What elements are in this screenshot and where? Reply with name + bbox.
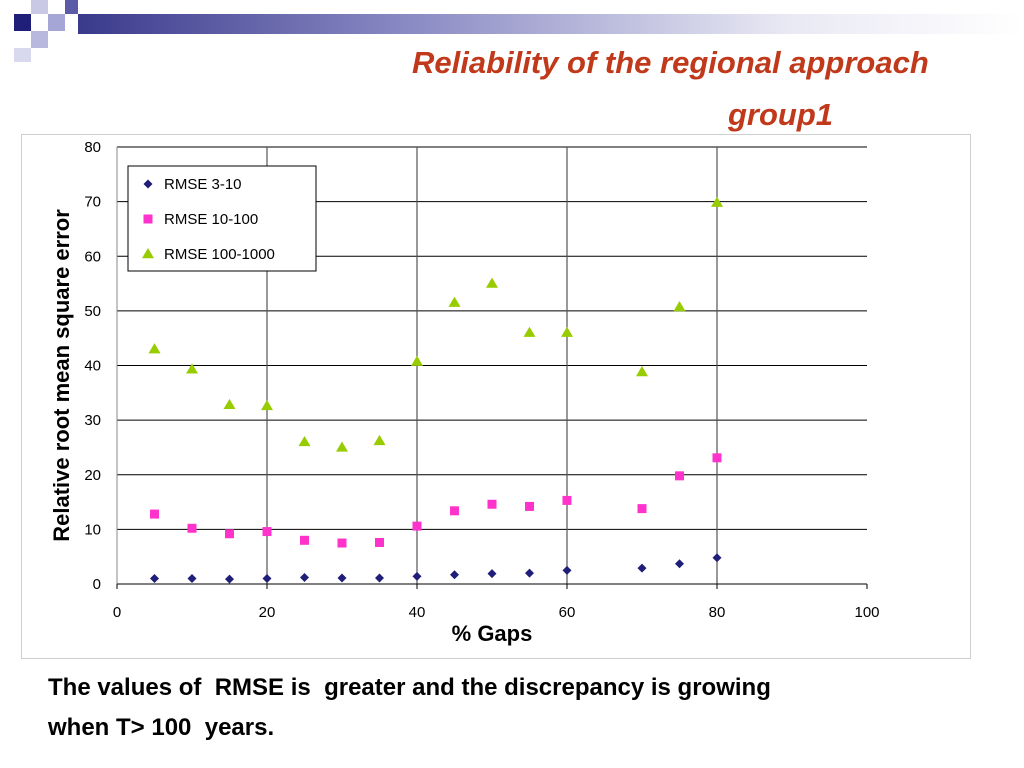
- data-point-square: [375, 537, 384, 547]
- data-point-square: [675, 471, 684, 481]
- x-tick-label: 100: [854, 604, 879, 621]
- data-point-square: [450, 506, 459, 516]
- data-point-square: [225, 529, 234, 539]
- data-point-diamond: [412, 571, 422, 581]
- data-point-triangle: [261, 399, 273, 411]
- y-tick-label: 0: [93, 576, 101, 593]
- data-point-diamond: [187, 574, 197, 584]
- data-point-triangle: [448, 296, 461, 307]
- data-point-triangle: [373, 434, 386, 446]
- data-point-diamond: [150, 574, 159, 584]
- deco-square-lavender: [14, 48, 31, 62]
- data-point-triangle: [486, 277, 498, 288]
- chart-frame: 0 10 20 30 40 50 60 70 80 0 20 40 60 80 100 % Gaps Relat…: [21, 134, 971, 659]
- data-point-square: [300, 535, 309, 545]
- data-point-triangle: [223, 398, 236, 410]
- data-point-triangle: [336, 441, 348, 452]
- deco-square-lavender: [31, 0, 48, 14]
- data-point-triangle: [636, 366, 648, 377]
- deco-square-navy: [14, 14, 31, 31]
- data-point-square: [262, 527, 272, 537]
- data-point-triangle: [561, 326, 573, 337]
- slide-title-line1: Reliability of the regional approach: [412, 45, 929, 80]
- data-point-square: [150, 509, 159, 519]
- data-point-triangle: [411, 355, 423, 366]
- y-axis-title: Relative root mean square error: [49, 209, 74, 542]
- y-tick-label: 20: [84, 467, 101, 484]
- x-axis-title: % Gaps: [452, 621, 533, 646]
- deco-square-lavender: [31, 31, 48, 48]
- data-point-diamond: [262, 574, 272, 584]
- y-tick-label: 80: [84, 139, 101, 156]
- y-tick-label: 70: [84, 194, 101, 211]
- data-point-triangle: [186, 363, 198, 374]
- deco-square-lavender: [48, 14, 65, 31]
- data-point-square: [337, 538, 347, 548]
- y-tick-label: 30: [84, 412, 101, 429]
- y-tick-label: 60: [84, 248, 101, 265]
- data-point-square: [487, 499, 497, 509]
- x-tick-label: 60: [559, 604, 576, 621]
- data-point-diamond: [675, 559, 684, 569]
- legend-label: RMSE 100-1000: [164, 246, 275, 263]
- data-point-diamond: [337, 573, 347, 583]
- y-tick-label: 50: [84, 303, 101, 320]
- data-point-triangle: [148, 343, 161, 354]
- data-point-diamond: [300, 572, 309, 582]
- data-point-square: [187, 523, 197, 533]
- scatter-chart: 0 10 20 30 40 50 60 70 80 0 20 40 60 80 100 % Gaps Relat…: [49, 139, 880, 646]
- slide-caption: The values of RMSE is greater and the di…: [48, 674, 771, 741]
- deco-square-navy: [65, 0, 78, 14]
- legend-box: [127, 165, 317, 272]
- x-tick-label: 80: [709, 604, 726, 621]
- data-point-diamond: [637, 563, 647, 573]
- data-point-diamond: [450, 570, 459, 580]
- data-point-diamond: [712, 553, 722, 563]
- data-point-diamond: [375, 573, 384, 583]
- data-point-triangle: [523, 326, 536, 337]
- data-point-triangle: [711, 196, 723, 207]
- slide-title-line2: group1: [728, 97, 834, 132]
- x-tick-label: 40: [409, 604, 426, 621]
- header-band: [78, 14, 1024, 34]
- legend-marker: [143, 179, 153, 189]
- legend-marker: [143, 214, 153, 224]
- data-point-square: [562, 495, 572, 505]
- data-point-diamond: [225, 574, 234, 584]
- data-point-diamond: [562, 565, 572, 575]
- x-tick-label: 20: [259, 604, 276, 621]
- data-point-diamond: [487, 569, 497, 579]
- data-point-square: [712, 453, 722, 463]
- data-point-diamond: [525, 568, 534, 578]
- x-tick-label: 0: [113, 604, 121, 621]
- y-tick-label: 10: [84, 521, 101, 538]
- legend-marker: [142, 248, 154, 259]
- data-point-triangle: [673, 301, 686, 312]
- data-point-square: [412, 521, 422, 531]
- legend-label: RMSE 10-100: [164, 211, 258, 228]
- y-tick-label: 40: [84, 358, 101, 375]
- data-point-square: [637, 504, 647, 514]
- data-point-triangle: [298, 435, 311, 447]
- data-point-square: [525, 501, 534, 511]
- legend-label: RMSE 3-10: [164, 176, 242, 193]
